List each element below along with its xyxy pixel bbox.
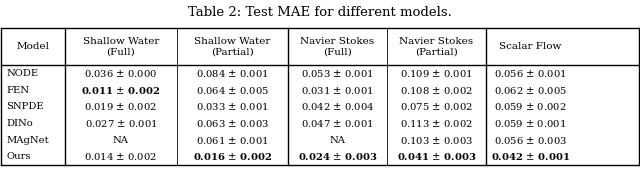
Text: NA: NA [330, 136, 346, 145]
Text: 0.063 $\pm$ 0.003: 0.063 $\pm$ 0.003 [196, 118, 269, 129]
Text: 0.031 $\pm$ 0.001: 0.031 $\pm$ 0.001 [301, 84, 374, 96]
Text: 0.113 $\pm$ 0.002: 0.113 $\pm$ 0.002 [400, 118, 473, 129]
Text: 0.059 $\pm$ 0.002: 0.059 $\pm$ 0.002 [494, 101, 566, 112]
Text: 0.016 $\pm$ 0.002: 0.016 $\pm$ 0.002 [193, 151, 272, 162]
Text: 0.042 $\pm$ 0.004: 0.042 $\pm$ 0.004 [301, 101, 374, 112]
Text: DINo: DINo [6, 119, 33, 128]
Text: Scalar Flow: Scalar Flow [499, 42, 561, 51]
Text: 0.108 $\pm$ 0.002: 0.108 $\pm$ 0.002 [400, 84, 473, 96]
Text: Shallow Water
(Full): Shallow Water (Full) [83, 37, 159, 56]
Text: Navier Stokes
(Full): Navier Stokes (Full) [300, 37, 374, 56]
Text: 0.109 $\pm$ 0.001: 0.109 $\pm$ 0.001 [400, 68, 473, 79]
Text: NODE: NODE [6, 69, 38, 78]
Text: 0.041 $\pm$ 0.003: 0.041 $\pm$ 0.003 [397, 151, 476, 162]
Text: Table 2: Test MAE for different models.: Table 2: Test MAE for different models. [188, 6, 452, 19]
Text: Ours: Ours [6, 152, 31, 161]
Text: FEN: FEN [6, 86, 29, 95]
Text: Navier Stokes
(Partial): Navier Stokes (Partial) [399, 37, 474, 56]
Text: 0.014 $\pm$ 0.002: 0.014 $\pm$ 0.002 [84, 151, 157, 162]
Text: 0.011 $\pm$ 0.002: 0.011 $\pm$ 0.002 [81, 84, 161, 96]
Text: 0.062 $\pm$ 0.005: 0.062 $\pm$ 0.005 [493, 84, 567, 96]
Text: 0.103 $\pm$ 0.003: 0.103 $\pm$ 0.003 [399, 135, 473, 146]
Text: 0.024 $\pm$ 0.003: 0.024 $\pm$ 0.003 [298, 151, 377, 162]
Text: Model: Model [17, 42, 50, 51]
Text: 0.053 $\pm$ 0.001: 0.053 $\pm$ 0.001 [301, 68, 374, 79]
Text: SNPDE: SNPDE [6, 102, 44, 111]
Text: MAgNet: MAgNet [6, 136, 49, 145]
Text: 0.047 $\pm$ 0.001: 0.047 $\pm$ 0.001 [301, 118, 374, 129]
Text: 0.061 $\pm$ 0.001: 0.061 $\pm$ 0.001 [196, 135, 269, 146]
Text: 0.036 $\pm$ 0.000: 0.036 $\pm$ 0.000 [84, 68, 157, 79]
Text: Shallow Water
(Partial): Shallow Water (Partial) [194, 37, 271, 56]
Text: 0.019 $\pm$ 0.002: 0.019 $\pm$ 0.002 [84, 101, 157, 112]
Text: 0.033 $\pm$ 0.001: 0.033 $\pm$ 0.001 [196, 101, 269, 112]
Text: 0.064 $\pm$ 0.005: 0.064 $\pm$ 0.005 [196, 84, 269, 96]
Text: 0.042 $\pm$ 0.001: 0.042 $\pm$ 0.001 [491, 151, 570, 162]
Text: 0.084 $\pm$ 0.001: 0.084 $\pm$ 0.001 [196, 68, 269, 79]
Text: 0.056 $\pm$ 0.001: 0.056 $\pm$ 0.001 [494, 68, 566, 79]
Text: 0.027 $\pm$ 0.001: 0.027 $\pm$ 0.001 [84, 118, 157, 129]
Text: 0.075 $\pm$ 0.002: 0.075 $\pm$ 0.002 [400, 101, 473, 112]
Text: 0.059 $\pm$ 0.001: 0.059 $\pm$ 0.001 [494, 118, 566, 129]
Text: NA: NA [113, 136, 129, 145]
Text: 0.056 $\pm$ 0.003: 0.056 $\pm$ 0.003 [493, 135, 567, 146]
